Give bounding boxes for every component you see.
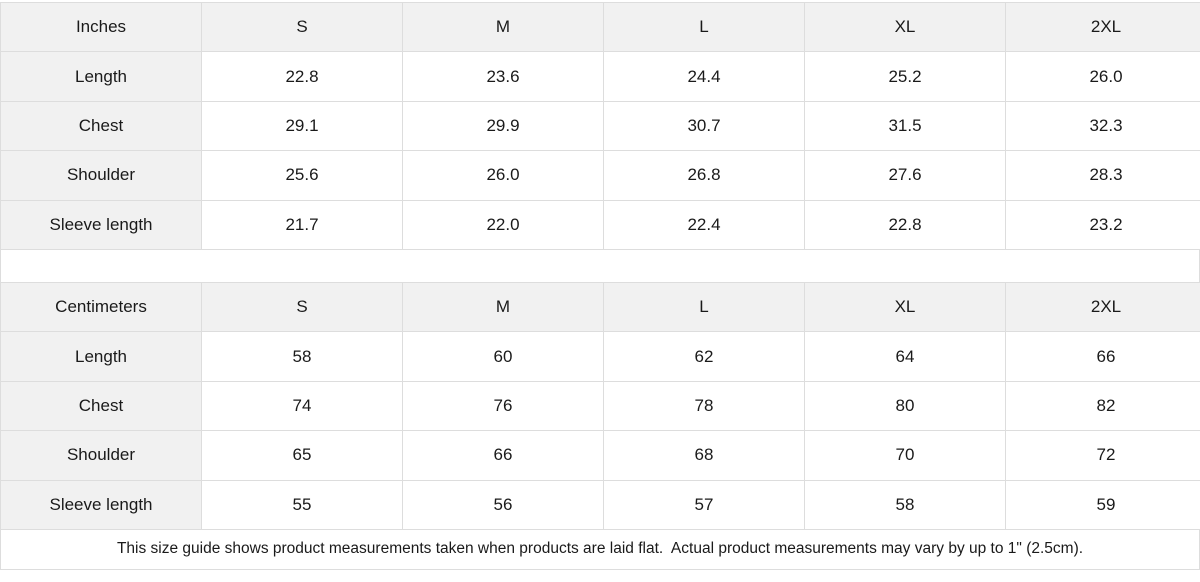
centimeters-shoulder-l: 68 <box>604 431 805 480</box>
inches-length-l: 24.4 <box>604 52 805 101</box>
centimeters-shoulder-xl: 70 <box>805 431 1006 480</box>
centimeters-unit-label: Centimeters <box>1 282 202 331</box>
centimeters-sleeve-length-s: 55 <box>202 480 403 529</box>
centimeters-label-chest: Chest <box>1 381 202 430</box>
inches-label-shoulder: Shoulder <box>1 151 202 200</box>
inches-length-2xl: 26.0 <box>1006 52 1200 101</box>
centimeters-label-shoulder: Shoulder <box>1 431 202 480</box>
centimeters-size-header-s: S <box>202 282 403 331</box>
centimeters-length-2xl: 66 <box>1006 332 1200 381</box>
inches-label-sleeve-length: Sleeve length <box>1 200 202 249</box>
centimeters-length-s: 58 <box>202 332 403 381</box>
inches-shoulder-2xl: 28.3 <box>1006 151 1200 200</box>
inches-chest-2xl: 32.3 <box>1006 101 1200 150</box>
inches-chest-l: 30.7 <box>604 101 805 150</box>
inches-length-xl: 25.2 <box>805 52 1006 101</box>
centimeters-shoulder-2xl: 72 <box>1006 431 1200 480</box>
inches-chest-s: 29.1 <box>202 101 403 150</box>
inches-sleeve-length-s: 21.7 <box>202 200 403 249</box>
inches-sleeve-length-l: 22.4 <box>604 200 805 249</box>
centimeters-label-length: Length <box>1 332 202 381</box>
inches-chest-xl: 31.5 <box>805 101 1006 150</box>
footnote-row: This size guide shows product measuremen… <box>0 530 1200 570</box>
inches-shoulder-s: 25.6 <box>202 151 403 200</box>
centimeters-label-sleeve-length: Sleeve length <box>1 480 202 529</box>
centimeters-sleeve-length-xl: 58 <box>805 480 1006 529</box>
centimeters-size-header-xl: XL <box>805 282 1006 331</box>
centimeters-sleeve-length-2xl: 59 <box>1006 480 1200 529</box>
inches-length-m: 23.6 <box>403 52 604 101</box>
centimeters-size-header-m: M <box>403 282 604 331</box>
centimeters-length-xl: 64 <box>805 332 1006 381</box>
centimeters-chest-2xl: 82 <box>1006 381 1200 430</box>
inches-shoulder-xl: 27.6 <box>805 151 1006 200</box>
centimeters-chest-xl: 80 <box>805 381 1006 430</box>
centimeters-chest-s: 74 <box>202 381 403 430</box>
centimeters-shoulder-m: 66 <box>403 431 604 480</box>
inches-size-header-xl: XL <box>805 3 1006 52</box>
centimeters-size-header-2xl: 2XL <box>1006 282 1200 331</box>
centimeters-shoulder-s: 65 <box>202 431 403 480</box>
centimeters-length-l: 62 <box>604 332 805 381</box>
footnote-text: This size guide shows product measuremen… <box>117 540 1083 558</box>
centimeters-sleeve-length-l: 57 <box>604 480 805 529</box>
inches-unit-label: Inches <box>1 3 202 52</box>
inches-label-length: Length <box>1 52 202 101</box>
centimeters-chest-m: 76 <box>403 381 604 430</box>
inches-size-header-m: M <box>403 3 604 52</box>
inches-sleeve-length-xl: 22.8 <box>805 200 1006 249</box>
centimeters-size-header-l: L <box>604 282 805 331</box>
centimeters-sleeve-length-m: 56 <box>403 480 604 529</box>
inches-sleeve-length-2xl: 23.2 <box>1006 200 1200 249</box>
inches-chest-m: 29.9 <box>403 101 604 150</box>
inches-shoulder-m: 26.0 <box>403 151 604 200</box>
centimeters-length-m: 60 <box>403 332 604 381</box>
centimeters-chest-l: 78 <box>604 381 805 430</box>
inches-label-chest: Chest <box>1 101 202 150</box>
inches-sleeve-length-m: 22.0 <box>403 200 604 249</box>
inches-shoulder-l: 26.8 <box>604 151 805 200</box>
inches-size-header-l: L <box>604 3 805 52</box>
inches-size-header-2xl: 2XL <box>1006 3 1200 52</box>
inches-length-s: 22.8 <box>202 52 403 101</box>
table-spacer <box>0 250 1200 282</box>
inches-size-header-s: S <box>202 3 403 52</box>
